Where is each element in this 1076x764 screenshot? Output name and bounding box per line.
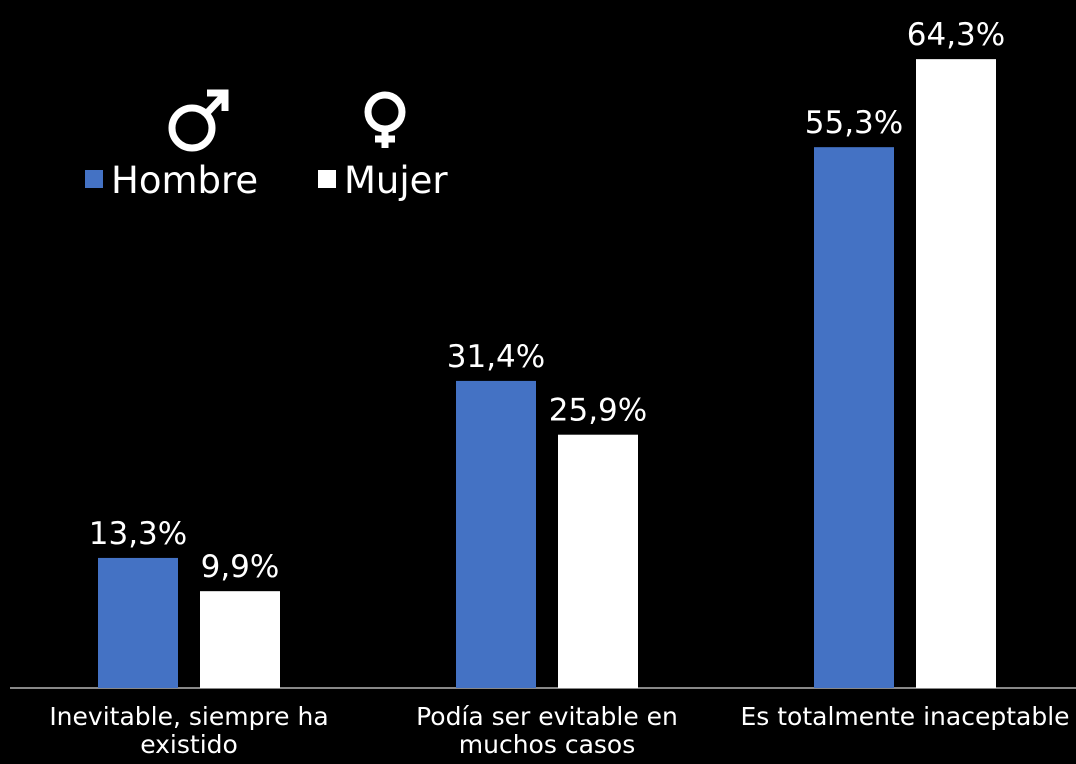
bar [558, 434, 638, 688]
bar [200, 591, 280, 688]
x-tick-label: Es totalmente inaceptable [740, 702, 1070, 731]
x-tick-label: Podía ser evitable en muchos casos [416, 702, 678, 759]
bar [456, 380, 536, 688]
legend-swatch [318, 170, 336, 188]
value-label: 55,3% [805, 105, 903, 141]
female-icon [364, 91, 406, 148]
value-label: 13,3% [89, 516, 187, 552]
legend-label: Mujer [344, 159, 448, 202]
legend-label: Hombre [111, 159, 258, 202]
value-label: 25,9% [549, 393, 647, 429]
legend-swatch [85, 170, 103, 188]
x-tick-label: Inevitable, siempre ha existido [49, 702, 329, 759]
bar [814, 147, 894, 688]
bar [916, 59, 996, 689]
value-label: 9,9% [201, 549, 280, 585]
value-label: 64,3% [907, 17, 1005, 53]
male-icon [168, 89, 229, 152]
value-label: 31,4% [447, 339, 545, 375]
bar [98, 557, 178, 688]
